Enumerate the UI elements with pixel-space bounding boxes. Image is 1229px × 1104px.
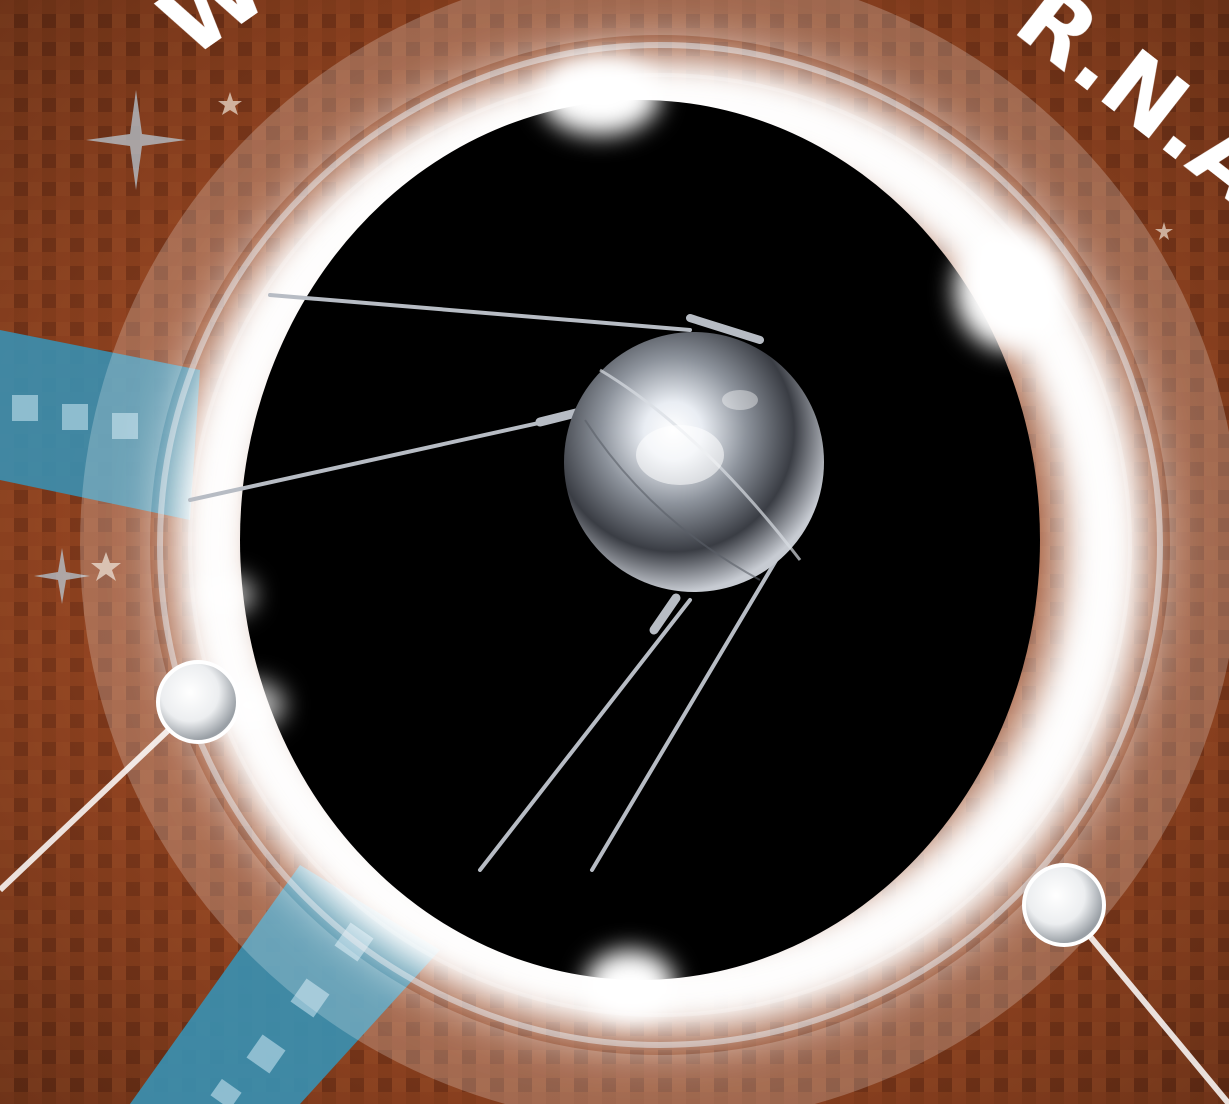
blue-band-left <box>0 330 200 520</box>
star-icons <box>34 90 1173 604</box>
node-bottom-right <box>1022 863 1229 1104</box>
node-dot-icon <box>156 660 240 744</box>
node-dot-icon <box>1022 863 1106 947</box>
outer-ring <box>80 0 1229 1104</box>
sputnik-satellite-icon <box>188 293 824 872</box>
node-top-left <box>0 660 240 893</box>
ring-line <box>157 42 1163 1048</box>
